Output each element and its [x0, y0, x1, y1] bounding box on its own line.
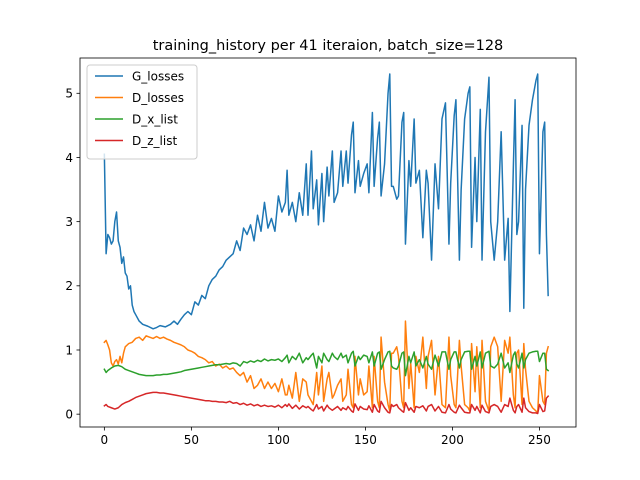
- series-line-d-z-list: [103, 391, 550, 415]
- x-tick-label: 0: [101, 433, 109, 447]
- x-axis: 0 50 100 150 200 250: [101, 427, 551, 447]
- y-tick-label: 4: [65, 151, 73, 165]
- series-line-d-losses: [103, 320, 550, 414]
- plot-frame: [79, 57, 577, 428]
- y-tick-label: 5: [65, 87, 73, 101]
- series-line-d-x-list: [103, 350, 550, 377]
- legend: G_losses D_losses D_x_list D_z_list: [86, 64, 198, 160]
- chart-title: training_history per 41 iteraion, batch_…: [153, 38, 504, 54]
- y-tick-label: 3: [65, 215, 73, 229]
- y-tick-label: 1: [65, 343, 73, 357]
- legend-box: [86, 64, 198, 160]
- legend-label: D_x_list: [132, 112, 178, 126]
- x-tick-label: 50: [184, 433, 199, 447]
- legend-label: G_losses: [132, 69, 184, 83]
- plot-lines: [103, 73, 550, 415]
- x-tick-label: 150: [354, 433, 377, 447]
- x-tick-label: 100: [267, 433, 290, 447]
- x-tick-label: 250: [528, 433, 551, 447]
- y-tick-label: 0: [65, 407, 73, 421]
- legend-label: D_losses: [132, 91, 184, 105]
- y-axis: 0 1 2 3 4 5: [65, 87, 80, 421]
- x-tick-label: 200: [441, 433, 464, 447]
- series-line-g-losses: [103, 73, 549, 330]
- legend-label: D_z_list: [132, 134, 177, 148]
- y-tick-label: 2: [65, 279, 73, 293]
